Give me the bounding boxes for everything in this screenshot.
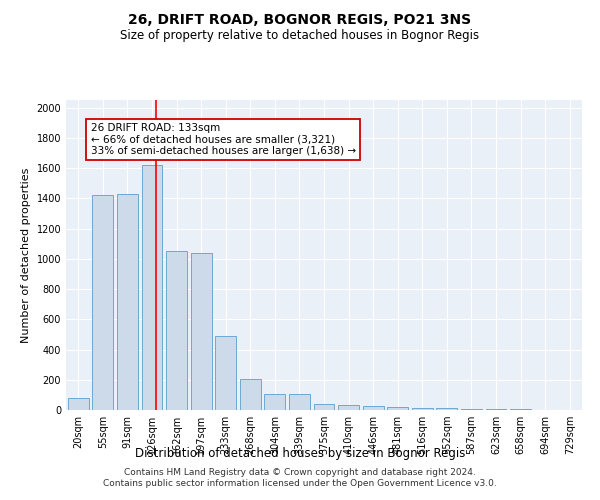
Bar [461, 409, 482, 410]
Bar [191, 252, 212, 410]
Bar [215, 336, 236, 410]
Bar [485, 409, 506, 410]
Text: Distribution of detached houses by size in Bognor Regis: Distribution of detached houses by size … [135, 448, 465, 460]
Bar [362, 406, 383, 410]
Text: Contains HM Land Registry data © Crown copyright and database right 2024.
Contai: Contains HM Land Registry data © Crown c… [103, 468, 497, 487]
Bar [240, 379, 261, 410]
Bar [289, 394, 310, 410]
Text: 26 DRIFT ROAD: 133sqm
← 66% of detached houses are smaller (3,321)
33% of semi-d: 26 DRIFT ROAD: 133sqm ← 66% of detached … [91, 122, 356, 156]
Bar [92, 196, 113, 410]
Y-axis label: Number of detached properties: Number of detached properties [21, 168, 31, 342]
Bar [338, 406, 359, 410]
Bar [436, 408, 457, 410]
Text: 26, DRIFT ROAD, BOGNOR REGIS, PO21 3NS: 26, DRIFT ROAD, BOGNOR REGIS, PO21 3NS [128, 12, 472, 26]
Bar [387, 407, 408, 410]
Bar [117, 194, 138, 410]
Bar [68, 398, 89, 410]
Bar [412, 408, 433, 410]
Bar [142, 165, 163, 410]
Bar [166, 251, 187, 410]
Text: Size of property relative to detached houses in Bognor Regis: Size of property relative to detached ho… [121, 29, 479, 42]
Bar [265, 394, 286, 410]
Bar [314, 404, 334, 410]
